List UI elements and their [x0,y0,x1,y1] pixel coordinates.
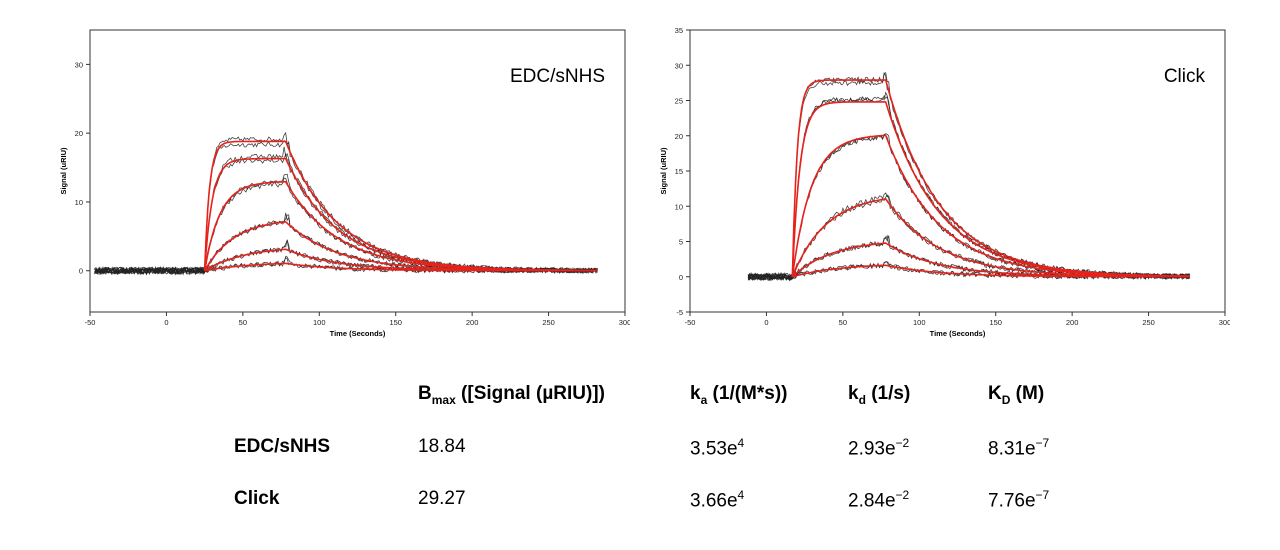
x-tick-label: 150 [389,318,402,327]
sensorgram-panel-click: -5 0 5 10 15 20 25 30 35 -50 0 50 100 150 200 250 300 Tim… [650,18,1230,348]
plot-frame [689,29,1226,313]
value-ka-edc: 3.53e4 [690,436,745,460]
value-KD-click: 7.76e−7 [988,488,1050,512]
x-tick-label: 250 [1142,318,1155,327]
y-tick-label: 20 [675,132,683,141]
y-tick-label: 0 [679,273,683,282]
sensorgram-chart-edc: 0 10 20 30 -50 0 50 100 150 200 250 300 Time (Second… [59,29,630,338]
x-tick-label: 200 [466,318,479,327]
y-tick-label: -5 [676,308,683,317]
fit-curve [204,262,598,272]
y-tick-label: 30 [75,60,83,69]
y-tick-label: 20 [75,129,83,138]
x-tick-label: 300 [1219,318,1230,327]
x-tick-label: 50 [239,318,247,327]
sensorgram-panel-edc: 0 10 20 30 -50 0 50 100 150 200 250 300 Time (Second… [50,18,630,348]
y-tick-label: 15 [675,167,683,176]
surface-chemistry-label: Click [1164,66,1206,87]
x-axis-label: Time (Seconds) [330,329,386,338]
y-axis-label: Signal (uRIU) [659,147,668,195]
value-bmax-click: 29.27 [418,488,466,509]
x-tick-label: -50 [85,318,96,327]
x-tick-label: 0 [764,318,768,327]
header-kd: kd (1/s) [848,383,911,407]
fit-curve [792,264,1190,278]
x-tick-label: 200 [1066,318,1079,327]
y-tick-label: 25 [675,97,683,106]
sensorgram-traces [747,72,1191,282]
x-tick-label: 50 [839,318,847,327]
y-axis-label: Signal (uRIU) [59,147,68,195]
x-tick-label: 150 [989,318,1002,327]
x-tick-label: -50 [685,318,696,327]
row-label-click: Click [234,488,280,509]
x-tick-label: 100 [913,318,926,327]
header-ka: ka (1/(M*s)) [690,383,788,407]
x-tick-label: 0 [164,318,168,327]
row-label-edc: EDC/sNHS [234,436,331,457]
value-kd-click: 2.84e−2 [848,488,910,512]
header-KD: KD (M) [988,383,1045,407]
x-tick-label: 100 [313,318,326,327]
y-tick-label: 35 [675,26,683,35]
value-KD-edc: 8.31e−7 [988,436,1050,460]
y-tick-label: 10 [675,202,683,211]
value-kd-edc: 2.93e−2 [848,436,910,460]
y-tick-label: 5 [679,238,683,247]
y-tick-label: 10 [75,198,83,207]
value-bmax-edc: 18.84 [418,436,466,457]
value-ka-click: 3.66e4 [690,488,745,512]
x-axis-label: Time (Seconds) [930,329,986,338]
header-bmax: Bmax ([Signal (µRIU)]) [418,383,605,407]
surface-chemistry-label: EDC/sNHS [510,66,605,87]
x-tick-label: 300 [619,318,630,327]
sensorgram-traces [94,131,598,276]
y-tick-label: 30 [675,61,683,70]
x-tick-label: 250 [542,318,555,327]
y-tick-label: 0 [79,267,83,276]
